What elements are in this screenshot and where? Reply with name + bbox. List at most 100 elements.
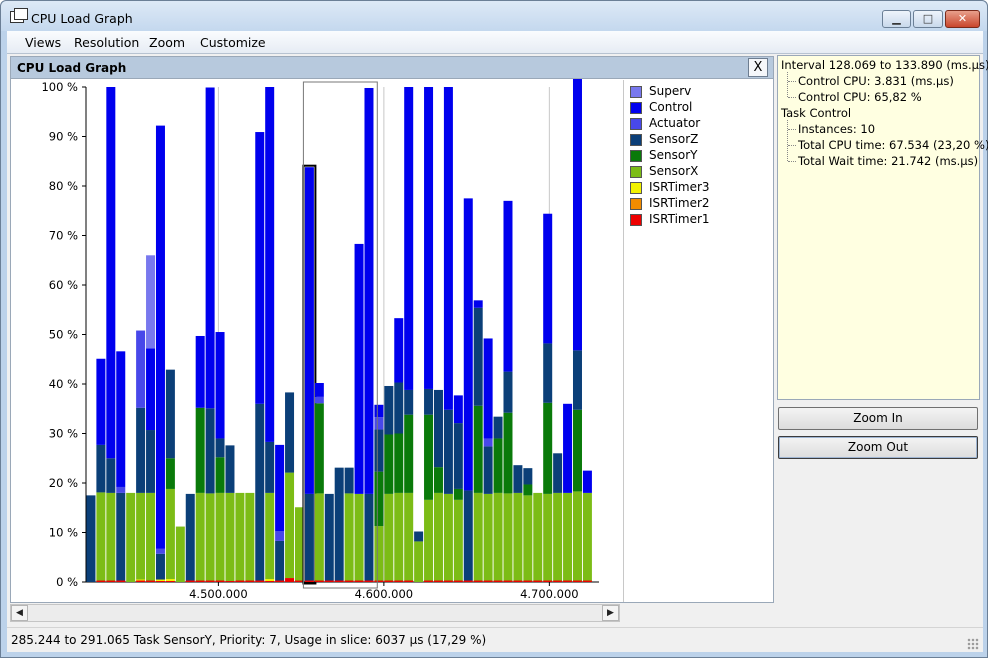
- maximize-button[interactable]: □: [913, 10, 943, 28]
- bar-segment-sensorz[interactable]: [404, 389, 414, 415]
- bar-segment-sensorx[interactable]: [374, 526, 384, 581]
- bar-segment-sensorx[interactable]: [235, 492, 245, 581]
- bar-segment-sensorz[interactable]: [304, 493, 314, 581]
- bar-segment-isrtimer1[interactable]: [185, 580, 195, 582]
- bar-segment-sensory[interactable]: [433, 467, 443, 493]
- bar-segment-isrtimer1[interactable]: [404, 580, 414, 582]
- zoom-in-button[interactable]: Zoom In: [778, 407, 978, 430]
- bar-segment-isrtimer1[interactable]: [106, 580, 116, 582]
- bar-segment-control[interactable]: [443, 87, 453, 410]
- bar-segment-isrtimer3[interactable]: [136, 579, 146, 581]
- horizontal-scrollbar[interactable]: ◀ ▶: [10, 604, 620, 622]
- bar-segment-isrtimer1[interactable]: [384, 580, 394, 582]
- bar-segment-sensory[interactable]: [473, 405, 483, 493]
- bar-segment-sensorz[interactable]: [205, 408, 215, 494]
- bar-segment-isrtimer1[interactable]: [255, 580, 265, 582]
- bar-segment-isrtimer1[interactable]: [96, 580, 106, 582]
- bar-segment-actuator[interactable]: [483, 438, 493, 447]
- bar-segment-sensorx[interactable]: [582, 492, 592, 581]
- bar-segment-isrtimer1[interactable]: [314, 580, 324, 582]
- bar-segment-control[interactable]: [463, 198, 473, 491]
- bar-segment-sensorx[interactable]: [106, 492, 116, 581]
- bar-segment-isrtimer3[interactable]: [265, 579, 275, 582]
- bar-segment-isrtimer1[interactable]: [304, 580, 314, 582]
- bar-segment-sensorx[interactable]: [493, 492, 503, 581]
- bar-segment-sensorx[interactable]: [126, 492, 136, 582]
- bar-segment-sensory[interactable]: [165, 458, 175, 489]
- bar-segment-control[interactable]: [582, 470, 592, 493]
- bar-segment-sensory[interactable]: [493, 438, 503, 493]
- bar-segment-actuator[interactable]: [136, 330, 146, 408]
- bar-segment-sensorz[interactable]: [473, 307, 483, 406]
- bar-segment-isrtimer1[interactable]: [473, 580, 483, 582]
- menu-resolution[interactable]: Resolution: [74, 35, 140, 50]
- bar-segment-control[interactable]: [424, 87, 434, 389]
- bar-segment-sensorz[interactable]: [285, 392, 295, 473]
- bar-segment-sensorx[interactable]: [503, 493, 513, 581]
- bar-segment-isrtimer1[interactable]: [523, 580, 533, 582]
- bar-segment-isrtimer1[interactable]: [572, 580, 582, 582]
- bar-segment-sensory[interactable]: [374, 471, 384, 527]
- bar-segment-isrtimer1[interactable]: [245, 580, 255, 582]
- bar-segment-isrtimer1[interactable]: [235, 580, 245, 582]
- minimize-button[interactable]: ▁: [882, 10, 911, 28]
- bar-segment-sensorx[interactable]: [96, 492, 106, 581]
- bar-segment-control[interactable]: [374, 404, 384, 418]
- bar-segment-sensorx[interactable]: [265, 492, 275, 580]
- bar-segment-control[interactable]: [116, 351, 126, 487]
- bar-segment-isrtimer1[interactable]: [582, 580, 592, 582]
- bar-segment-sensory[interactable]: [394, 433, 404, 493]
- bar-segment-sensorz[interactable]: [116, 492, 126, 581]
- bar-segment-sensorx[interactable]: [344, 493, 354, 581]
- bar-segment-isrtimer1[interactable]: [543, 580, 553, 582]
- bar-segment-isrtimer3[interactable]: [165, 579, 175, 582]
- bar-segment-sensorx[interactable]: [195, 492, 205, 581]
- bar-segment-sensorz[interactable]: [225, 445, 235, 493]
- bar-segment-isrtimer1[interactable]: [483, 580, 493, 582]
- bar-segment-control[interactable]: [155, 125, 165, 549]
- bar-segment-sensorx[interactable]: [165, 488, 175, 580]
- bar-segment-sensory[interactable]: [195, 407, 205, 493]
- bar-segment-sensory[interactable]: [543, 402, 553, 494]
- bar-segment-sensorx[interactable]: [175, 526, 185, 582]
- bar-segment-control[interactable]: [354, 243, 364, 494]
- scroll-right-icon[interactable]: ▶: [602, 605, 619, 621]
- bar-segment-isrtimer1[interactable]: [165, 581, 175, 582]
- menu-zoom[interactable]: Zoom: [149, 35, 186, 50]
- bar-segment-sensory[interactable]: [503, 412, 513, 494]
- bar-segment-isrtimer1[interactable]: [503, 580, 513, 582]
- bar-segment-sensorz[interactable]: [96, 444, 106, 493]
- bar-segment-sensorz[interactable]: [433, 389, 443, 468]
- bar-segment-control[interactable]: [195, 335, 205, 408]
- bar-segment-sensorx[interactable]: [443, 493, 453, 581]
- bar-segment-control[interactable]: [314, 383, 324, 397]
- bar-segment-control[interactable]: [255, 132, 265, 404]
- bar-segment-isrtimer1[interactable]: [394, 580, 404, 582]
- bar-segment-control[interactable]: [215, 332, 225, 439]
- title-bar[interactable]: CPU Load Graph ▁ □ ✕: [1, 1, 987, 31]
- bar-segment-isrtimer3[interactable]: [155, 579, 165, 582]
- bar-segment-sensory[interactable]: [215, 457, 225, 493]
- bar-segment-sensorx[interactable]: [473, 492, 483, 581]
- bar-segment-sensory[interactable]: [424, 414, 434, 500]
- bar-segment-sensory[interactable]: [404, 414, 414, 493]
- bar-segment-sensorx[interactable]: [285, 472, 295, 579]
- bar-segment-sensorz[interactable]: [275, 540, 285, 581]
- bar-segment-sensorz[interactable]: [374, 429, 384, 472]
- bar-segment-sensorz[interactable]: [265, 441, 275, 493]
- bar-segment-sensory[interactable]: [572, 409, 582, 492]
- bar-segment-isrtimer1[interactable]: [513, 580, 523, 582]
- cpu-load-chart[interactable]: 100 % 90 % 80 % 70 % 60 % 50 % 40 % 30 % 20 % 10 …: [11, 79, 623, 603]
- bar-segment-sensory[interactable]: [384, 434, 394, 494]
- bar-segment-sensorz[interactable]: [463, 490, 473, 581]
- bar-segment-sensorx[interactable]: [483, 493, 493, 581]
- bar-segment-isrtimer1[interactable]: [344, 580, 354, 582]
- bar-segment-sensorz[interactable]: [334, 467, 344, 581]
- bar-segment-sensorz[interactable]: [185, 493, 195, 581]
- bar-segment-control[interactable]: [503, 200, 513, 372]
- bar-segment-sensorx[interactable]: [523, 495, 533, 581]
- bar-segment-sensorx[interactable]: [433, 492, 443, 581]
- bar-segment-isrtimer1[interactable]: [225, 581, 235, 582]
- bar-segment-sensorz[interactable]: [215, 438, 225, 458]
- bar-segment-isrtimer1[interactable]: [155, 581, 165, 582]
